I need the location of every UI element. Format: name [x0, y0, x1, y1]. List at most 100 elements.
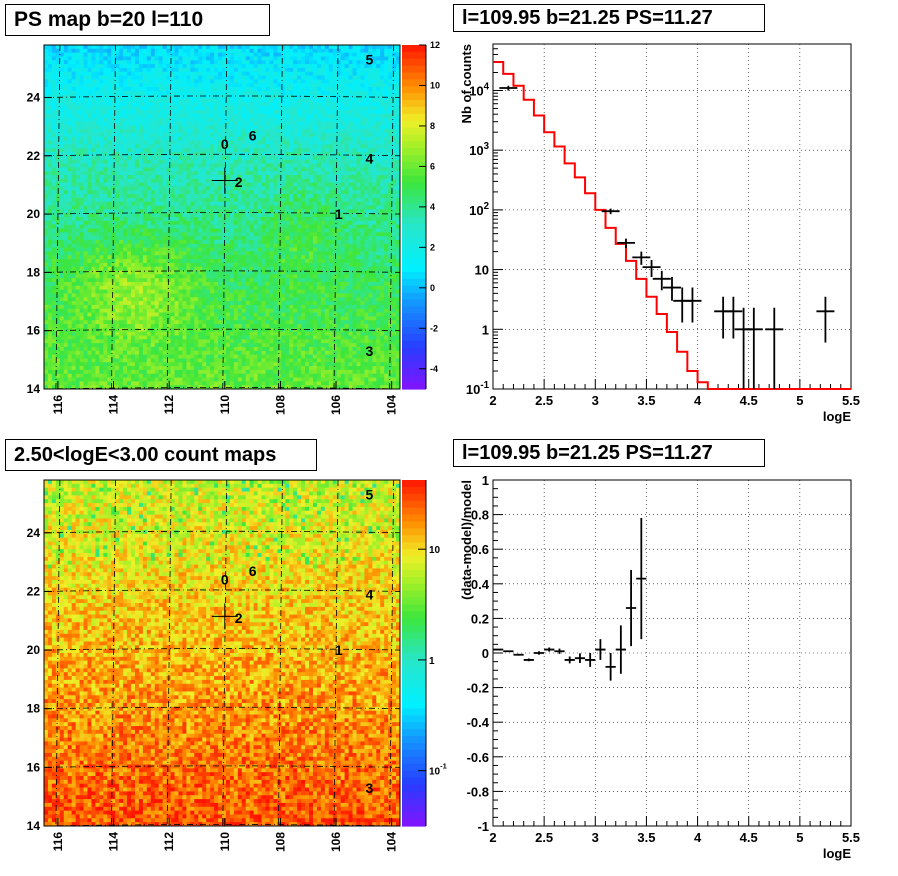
data-point	[735, 308, 753, 389]
colorbar-step	[402, 258, 426, 265]
residual-point	[595, 639, 605, 660]
x-tick-label: 3	[592, 830, 599, 845]
grid	[493, 480, 851, 826]
colorbar-step	[402, 743, 426, 751]
colorbar-step	[402, 169, 426, 176]
y-tick-label: -0.4	[467, 715, 490, 730]
colorbar-step	[402, 729, 426, 737]
colorbar-step	[402, 494, 426, 502]
colorbar-step	[402, 66, 426, 73]
colorbar-step	[402, 361, 426, 368]
colorbar-step	[402, 618, 426, 626]
colorbar-step	[402, 750, 426, 758]
residual-point	[616, 625, 626, 673]
colorbar-step	[402, 667, 426, 675]
colorbar-tick-label: 8	[430, 121, 435, 131]
colorbar-step	[402, 52, 426, 59]
colorbar-step	[402, 522, 426, 530]
y-tick-label: 18	[27, 265, 41, 279]
x-tick-label: 5	[796, 393, 803, 408]
colorbar-step	[402, 134, 426, 141]
colorbar-step	[402, 231, 426, 238]
residual-point	[554, 649, 564, 654]
colorbar-step	[402, 313, 426, 320]
data-point	[683, 288, 701, 323]
colorbar-tick-label: 4	[430, 202, 435, 212]
colorbar-step	[402, 265, 426, 272]
colorbar	[402, 45, 426, 390]
colorbar-step	[402, 176, 426, 183]
model-step-line	[493, 62, 851, 389]
colorbar-step	[402, 771, 426, 779]
colorbar-step	[402, 715, 426, 723]
colorbar-step	[402, 570, 426, 578]
data-point	[816, 297, 834, 343]
y-tick-label: -0.2	[467, 681, 489, 696]
y-tick-label: 22	[27, 584, 41, 598]
colorbar-step	[402, 245, 426, 252]
colorbar-step	[402, 681, 426, 689]
x-axis-label: logE	[823, 409, 851, 424]
colorbar-tick-label: 10-1	[429, 762, 447, 778]
residual-point	[626, 570, 636, 646]
colorbar-step	[402, 320, 426, 327]
y-tick-label: 16	[27, 760, 41, 774]
colorbar-step	[402, 584, 426, 592]
colorbar-step	[402, 591, 426, 599]
colorbar-step	[402, 515, 426, 523]
colorbar-step	[402, 542, 426, 550]
x-tick-label: 112	[162, 832, 176, 852]
y-tick-label: 22	[27, 149, 41, 163]
colorbar-step	[402, 86, 426, 93]
x-tick-label: 108	[273, 832, 287, 852]
colorbar-step	[402, 501, 426, 509]
colorbar-tick-label: 6	[430, 161, 435, 171]
residual-point	[575, 653, 585, 663]
residual-point	[493, 649, 503, 651]
residual-point	[513, 654, 523, 656]
data-point	[745, 308, 763, 389]
data-point	[632, 252, 650, 265]
colorbar-step	[402, 819, 426, 827]
colorbar-step	[402, 688, 426, 696]
colorbar-step	[402, 660, 426, 668]
colorbar-step	[402, 162, 426, 169]
x-tick-label: 106	[329, 832, 343, 852]
y-tick-label: 102	[469, 201, 489, 218]
colorbar-step	[402, 293, 426, 300]
y-tick-label: 16	[27, 324, 41, 338]
colorbar-step	[402, 334, 426, 341]
colorbar-step	[402, 93, 426, 100]
colorbar-step	[402, 238, 426, 245]
y-tick-label: -0.6	[467, 750, 489, 765]
x-tick-label: 4.5	[740, 393, 758, 408]
colorbar-step	[402, 210, 426, 217]
colorbar-step	[402, 73, 426, 80]
colorbar-step	[402, 556, 426, 564]
x-tick-label: 108	[273, 395, 287, 415]
x-tick-label: 3	[592, 393, 599, 408]
source-label: 4	[366, 586, 374, 602]
x-tick-label: 106	[329, 395, 343, 415]
x-tick-label: 3.5	[637, 830, 655, 845]
x-tick-label: 5.5	[842, 393, 860, 408]
colorbar-step	[402, 59, 426, 66]
y-tick-label: 10-1	[466, 380, 490, 397]
y-tick-label: 24	[27, 90, 41, 104]
colorbar-step	[402, 272, 426, 279]
source-label: 4	[366, 151, 374, 167]
x-tick-label: 4	[694, 393, 702, 408]
colorbar-step	[402, 348, 426, 355]
plot-frame	[493, 44, 851, 389]
colorbar-step	[402, 148, 426, 155]
residual-point	[565, 656, 575, 663]
residual-point	[524, 659, 534, 662]
data-point	[643, 260, 661, 277]
colorbar-step	[402, 791, 426, 799]
colorbar-step	[402, 708, 426, 716]
data-point	[617, 239, 635, 248]
